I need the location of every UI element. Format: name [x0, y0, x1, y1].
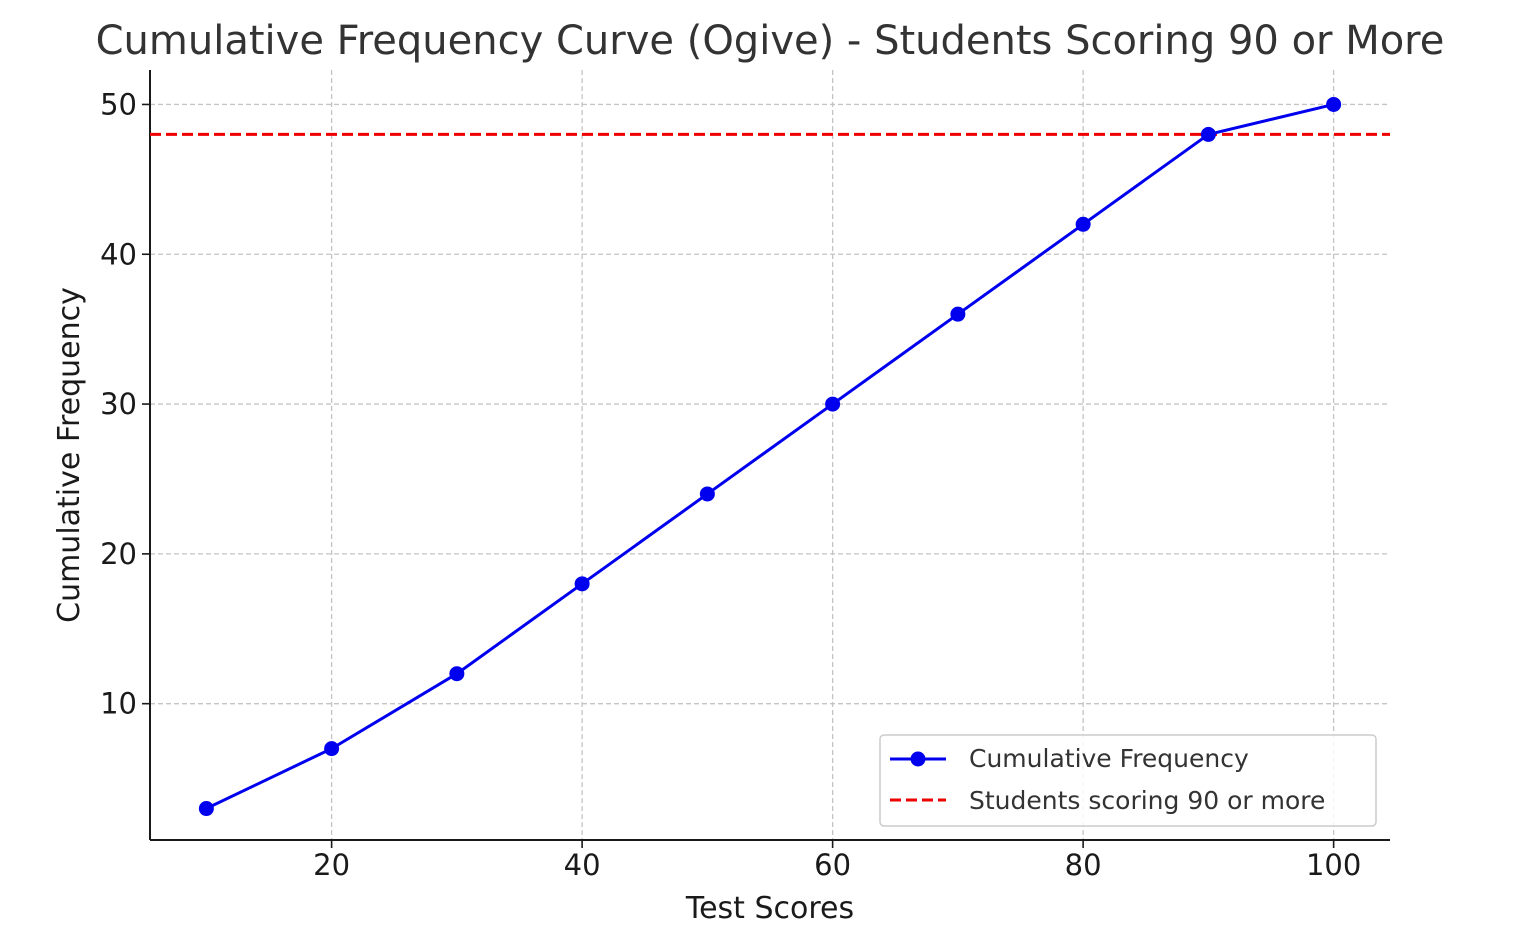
data-point	[950, 306, 966, 322]
y-tick-label: 20	[100, 537, 137, 571]
data-point	[574, 576, 590, 592]
x-tick-label: 60	[814, 848, 851, 882]
y-tick-label: 50	[100, 87, 137, 121]
legend-marker-cumulative-frequency	[910, 751, 926, 767]
grid-lines	[150, 70, 1390, 840]
axes	[149, 70, 1390, 841]
y-axis-ticks: 10 20 30 40 50	[100, 87, 150, 721]
x-tick-label: 100	[1306, 848, 1361, 882]
y-tick-label: 40	[100, 237, 137, 271]
data-point	[449, 666, 465, 682]
legend-box	[879, 734, 1377, 827]
data-point	[198, 801, 214, 817]
data-point	[825, 396, 841, 412]
x-tick-label: 20	[313, 848, 350, 882]
y-axis-label: Cumulative Frequency	[52, 287, 87, 623]
chart-title: Cumulative Frequency Curve (Ogive) - Stu…	[96, 18, 1445, 64]
data-point	[1200, 126, 1216, 142]
x-tick-label: 80	[1065, 848, 1102, 882]
data-point	[1075, 216, 1091, 232]
y-tick-label: 30	[100, 387, 137, 421]
series-line-cumulative-frequency	[205, 103, 1334, 810]
data-point	[324, 741, 340, 757]
x-axis-ticks: 20 40 60 80 100	[313, 840, 1361, 882]
x-tick-label: 40	[564, 848, 601, 882]
x-axis-label: Test Scores	[685, 891, 854, 926]
legend: Cumulative Frequency Students scoring 90…	[879, 734, 1377, 827]
data-point	[699, 486, 715, 502]
legend-label-cumulative-frequency: Cumulative Frequency	[969, 744, 1249, 773]
legend-label-students-scoring-90: Students scoring 90 or more	[969, 786, 1325, 815]
data-series	[198, 96, 1342, 817]
y-tick-label: 10	[100, 687, 137, 721]
data-point	[1326, 96, 1342, 112]
